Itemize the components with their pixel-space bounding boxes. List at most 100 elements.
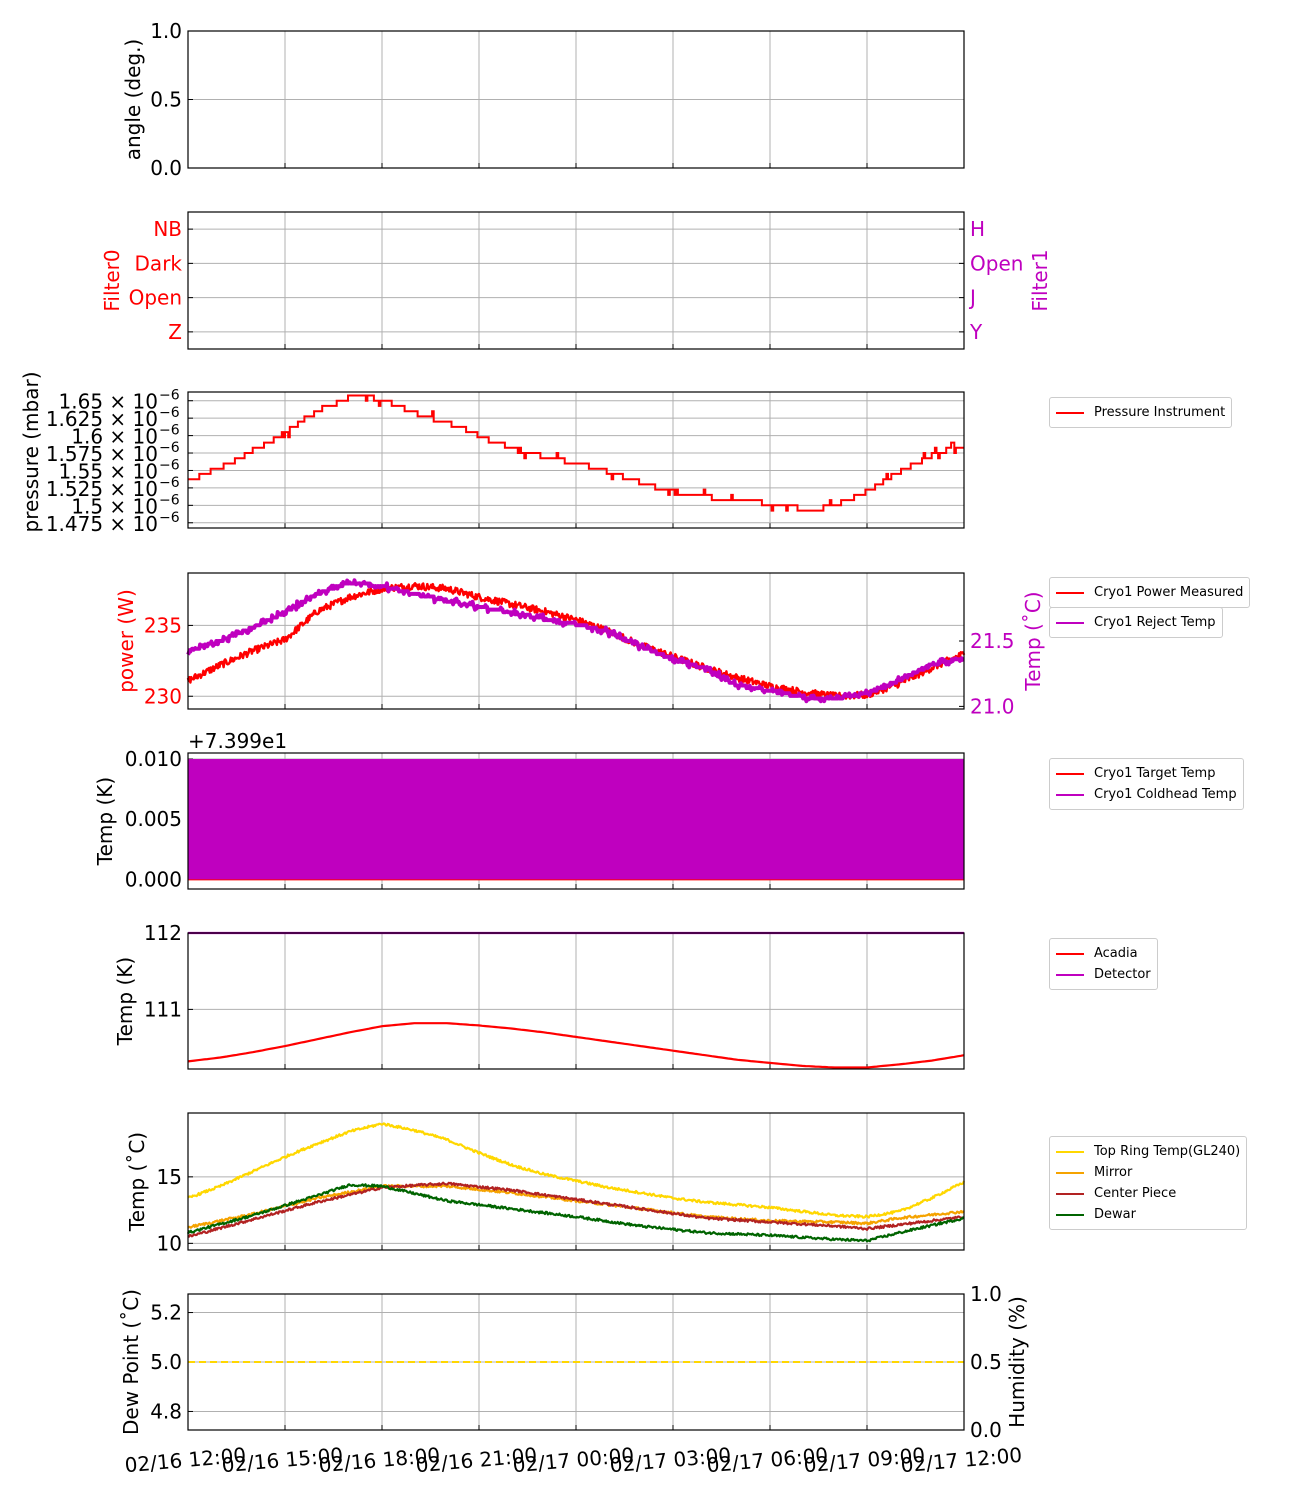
legend-swatch [1056,621,1084,624]
y-axis-label: pressure (mbar) [19,371,43,532]
legend-label: Cryo1 Target Temp [1094,766,1216,781]
axes-frame [187,1293,965,1431]
reject-temp-axis-label: Temp (˚C) [1021,591,1045,691]
axes-frame [187,30,965,169]
legend-entry: Cryo1 Power Measured [1056,582,1243,603]
y-tick-exponent: −6 [159,423,180,439]
y-tick-label: 230 [144,684,182,708]
y-tick-label: 1.625 × 10 [46,407,158,431]
legend-swatch [1056,772,1084,775]
axes-frame [187,1112,965,1251]
legend-label: Center Piece [1094,1186,1177,1201]
legend-entry: Cryo1 Coldhead Temp [1056,784,1237,805]
y-tick-label: 1.55 × 10 [59,459,158,483]
y-tick-label: 15 [157,1165,182,1189]
y-tick-exponent: −6 [159,510,180,526]
y-tick-label: 1.6 × 10 [71,425,158,449]
filter0-position-label: Dark [135,251,183,275]
legend-cryo-reject: Cryo1 Reject Temp [1049,607,1223,638]
panel-detector: 111 112 Temp (K) [113,921,965,1070]
legend-detector: Acadia Detector [1049,938,1158,990]
legend-telescope: Top Ring Temp(GL240) Mirror Center Piece De… [1049,1136,1248,1230]
y-tick-label: 1.65 × 10 [59,390,158,414]
filter0-position-label: Z [168,320,182,344]
filter0-axis-label: Filter0 [100,249,124,311]
y-axis-label: Temp (K) [113,957,137,1046]
legend-label: Cryo1 Coldhead Temp [1094,787,1237,802]
legend-label: Detector [1094,967,1151,982]
y-tick-label: 0.5 [150,88,182,112]
legend-label: Acadia [1094,946,1138,961]
legend-swatch [1056,973,1084,976]
y-tick-label-right: 0.0 [970,1418,1002,1442]
filter1-position-label: H [970,217,985,241]
legend-entry: Acadia [1056,943,1151,964]
panel-pressure: 1.475 × 10 −61.5 × 10 −61.525 × 10 −61.55 ×… [19,371,965,536]
legend-label: Mirror [1094,1165,1133,1180]
y-tick-label: 1.0 [150,19,182,43]
y-tick-exponent: −6 [159,475,180,491]
series-acadia [187,1022,965,1069]
legend-entry: Cryo1 Target Temp [1056,763,1237,784]
axes-frame [187,932,965,1070]
y-tick-label: 1.525 × 10 [46,477,158,501]
legend-label: Top Ring Temp(GL240) [1094,1144,1241,1159]
legend-swatch [1056,591,1084,594]
axes-frame [187,211,965,350]
legend-swatch [1056,1171,1084,1174]
y-tick-label-right: 21.0 [970,694,1015,718]
y-offset-label: +7.399e1 [188,729,287,753]
series-mirror [187,1183,965,1229]
series-top-ring-temp [187,1122,966,1219]
y-tick-label: 10 [157,1231,182,1255]
panel-telescope: 10 15 Temp (˚C) [125,1112,966,1255]
filter1-position-label: Open [970,251,1023,275]
y-tick-label: 0.010 [125,747,182,771]
y-axis-label: Temp (K) [93,777,117,866]
y-tick-label: 1.5 × 10 [71,494,158,518]
y-tick-label: 5.2 [150,1301,182,1325]
legend-swatch [1056,793,1084,796]
y-tick-exponent: −6 [159,492,180,508]
panel-filters: Z Open Dark NB YJ Open H Filter0 Filter1 [100,211,1052,350]
y-axis-label: Temp (˚C) [125,1132,149,1232]
y-tick-exponent: −6 [159,405,180,421]
filter1-position-label: Y [969,320,983,344]
power-axis-label: power (W) [114,589,138,693]
legend-entry: Center Piece [1056,1183,1240,1204]
axes-frame [187,391,965,529]
series-cryo1-coldhead-temp [188,759,964,880]
legend-label: Cryo1 Power Measured [1094,585,1244,600]
legend-label: Cryo1 Reject Temp [1094,615,1216,630]
axes-frame [187,572,965,710]
legend-swatch [1056,1213,1084,1216]
legend-label: Dewar [1094,1207,1136,1222]
y-tick-label-right: 21.5 [970,629,1015,653]
legend-cryo-power: Cryo1 Power Measured [1049,577,1251,608]
y-tick-label-right: 0.5 [970,1350,1002,1374]
legend-swatch [1056,1150,1084,1153]
series-pressure-instrument [188,394,964,512]
legend-entry: Top Ring Temp(GL240) [1056,1141,1240,1162]
legend-swatch [1056,1192,1084,1195]
filter0-position-label: NB [153,217,182,241]
y-tick-label: 1.575 × 10 [46,442,158,466]
y-tick-exponent: −6 [159,388,180,404]
y-tick-label-right: 1.0 [970,1282,1002,1306]
legend-entry: Dewar [1056,1204,1240,1225]
series-center-piece [187,1181,965,1238]
axes-frame [187,752,965,890]
panel-humidity: 4.8 5.0 5.2 0.0 0.5 1.0 Dew Point (˚C) Humidity… [119,1282,1029,1477]
legend-cryo-temp: Cryo1 Target Temp Cryo1 Coldhead Temp [1049,758,1244,810]
legend-entry: Detector [1056,964,1151,985]
filter1-position-label: J [968,286,976,310]
legend-entry: Pressure Instrument [1056,402,1225,423]
series-cryo1-reject-temp [186,578,966,704]
y-tick-label: 5.0 [150,1350,182,1374]
panel-cryo-temp: 0.000 0.005 0.010 Temp (K) +7.399e1 [93,729,965,891]
y-axis-label: angle (deg.) [121,39,145,161]
y-tick-label: 0.005 [125,807,182,831]
y-tick-label: 4.8 [150,1399,182,1423]
